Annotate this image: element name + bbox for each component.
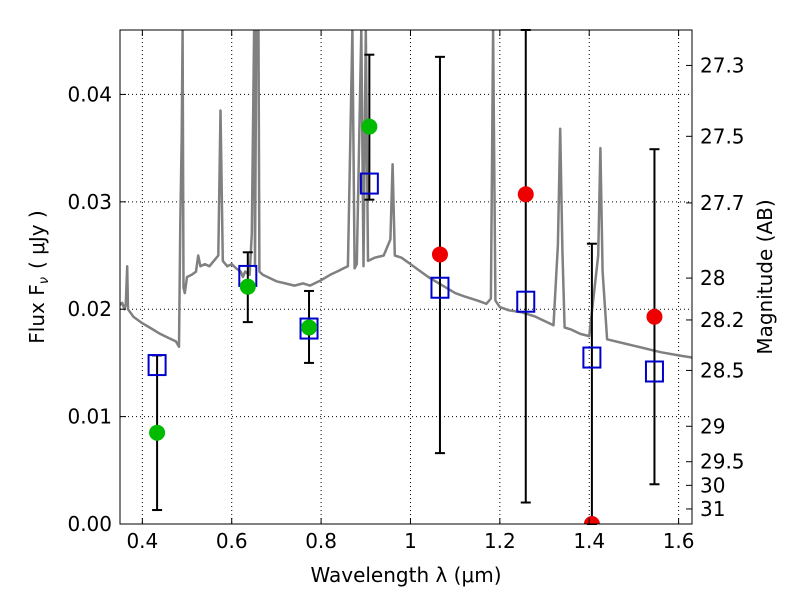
x-tick-label: 0.4 — [126, 529, 158, 553]
observed-point-circle — [517, 186, 534, 203]
y-tick-label: 0.01 — [67, 405, 112, 429]
observed-point-circle — [239, 278, 256, 295]
x-axis-label: Wavelength λ (μm) — [310, 563, 501, 587]
plot-frame — [119, 29, 693, 525]
y-axis-label-text: Flux F — [25, 284, 49, 343]
x-tick-label: 1 — [404, 529, 417, 553]
observed-point-circle — [646, 308, 663, 325]
model-point-square — [430, 276, 450, 299]
data-markers — [147, 118, 664, 524]
observed-point-circle — [301, 319, 318, 336]
x-tick-label: 0.8 — [305, 529, 337, 553]
mag-tick-label: 30 — [700, 473, 725, 497]
y-axis-label-subscript: ν — [37, 277, 52, 284]
y-tick-label: 0.02 — [67, 297, 112, 321]
mag-tick-label: 29 — [700, 414, 725, 438]
mag-tick-label: 29.5 — [700, 450, 745, 474]
mag-tick-label: 27.5 — [700, 124, 745, 148]
model-point-square — [359, 172, 379, 195]
error-bars — [152, 29, 660, 525]
observed-point-circle — [149, 424, 166, 441]
mag-tick-label: 31 — [700, 497, 725, 521]
x-tick-label: 0.6 — [216, 529, 248, 553]
model-point-square — [299, 317, 319, 340]
observed-point-circle — [583, 516, 600, 524]
spectrum-layer — [120, 30, 692, 359]
tick-labels: 0.4 0.6 0.8 1 1.2 1.4 1.6 0.00 0.01 0.02 0.03 0.04 2… — [67, 30, 745, 553]
model-spectrum-line — [120, 30, 692, 359]
mag-tick-label: 27.7 — [700, 191, 745, 215]
observed-point-circle — [431, 246, 448, 263]
model-point-square — [147, 354, 167, 377]
grid — [120, 30, 692, 525]
x-tick-label: 1.6 — [663, 529, 695, 553]
y2-axis-label: Magnitude (AB) — [753, 199, 777, 354]
y-axis-label: Flux Fν ( μJy ) — [25, 210, 52, 343]
model-point-square — [644, 360, 664, 383]
observed-point-circle — [361, 118, 378, 135]
x-tick-label: 1.4 — [573, 529, 605, 553]
model-point-square — [516, 290, 536, 313]
y-tick-label: 0.00 — [67, 512, 112, 536]
mag-tick-label: 27.3 — [700, 53, 745, 77]
y-tick-label: 0.03 — [67, 190, 112, 214]
model-point-square — [582, 346, 602, 369]
y-axis-label-unit: ( μJy ) — [25, 210, 49, 269]
mag-tick-label: 28 — [700, 266, 725, 290]
mag-tick-label: 28.5 — [700, 358, 745, 382]
mag-tick-label: 28.2 — [700, 308, 745, 332]
y-tick-label: 0.04 — [67, 82, 112, 106]
x-tick-label: 1.2 — [484, 529, 516, 553]
